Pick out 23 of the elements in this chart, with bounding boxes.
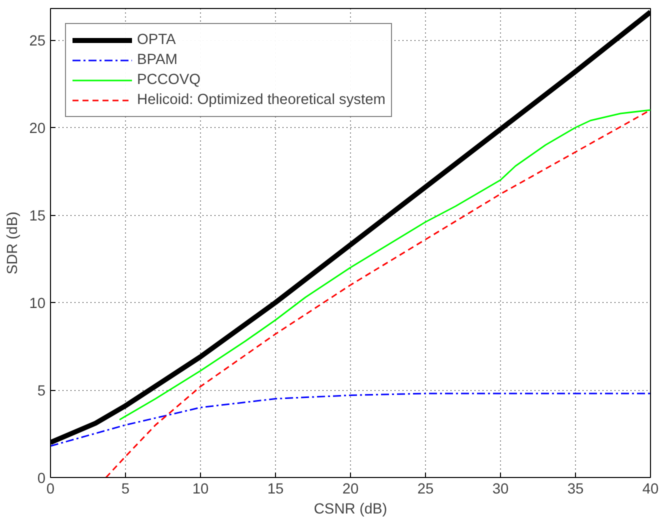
y-tick-label: 20 — [29, 121, 46, 137]
legend-label: Helicoid: Optimized theoretical system — [137, 92, 386, 108]
y-tick-label: 15 — [29, 208, 46, 224]
x-tick-label: 10 — [192, 482, 209, 498]
legend-label: PCCOVQ — [137, 72, 201, 88]
x-tick-label: 20 — [342, 482, 359, 498]
y-tick-label: 25 — [29, 34, 46, 50]
line-series — [105, 109, 650, 478]
x-tick-label: 35 — [567, 482, 584, 498]
y-tick-label: 5 — [37, 384, 46, 400]
legend-label: OPTA — [137, 32, 176, 48]
x-axis-title: CSNR (dB) — [314, 502, 388, 518]
x-tick-label: 30 — [492, 482, 509, 498]
y-axis-title: SDR (dB) — [5, 212, 22, 274]
line-series — [118, 109, 650, 420]
x-tick-label: 5 — [121, 482, 130, 498]
x-tick-label: 25 — [417, 482, 434, 498]
y-tick-label: 0 — [37, 471, 46, 487]
legend-label: BPAM — [137, 52, 178, 68]
line-series — [50, 392, 650, 447]
y-tick-label: 10 — [29, 296, 46, 312]
x-tick-label: 15 — [267, 482, 284, 498]
x-tick-label: 40 — [642, 482, 659, 498]
